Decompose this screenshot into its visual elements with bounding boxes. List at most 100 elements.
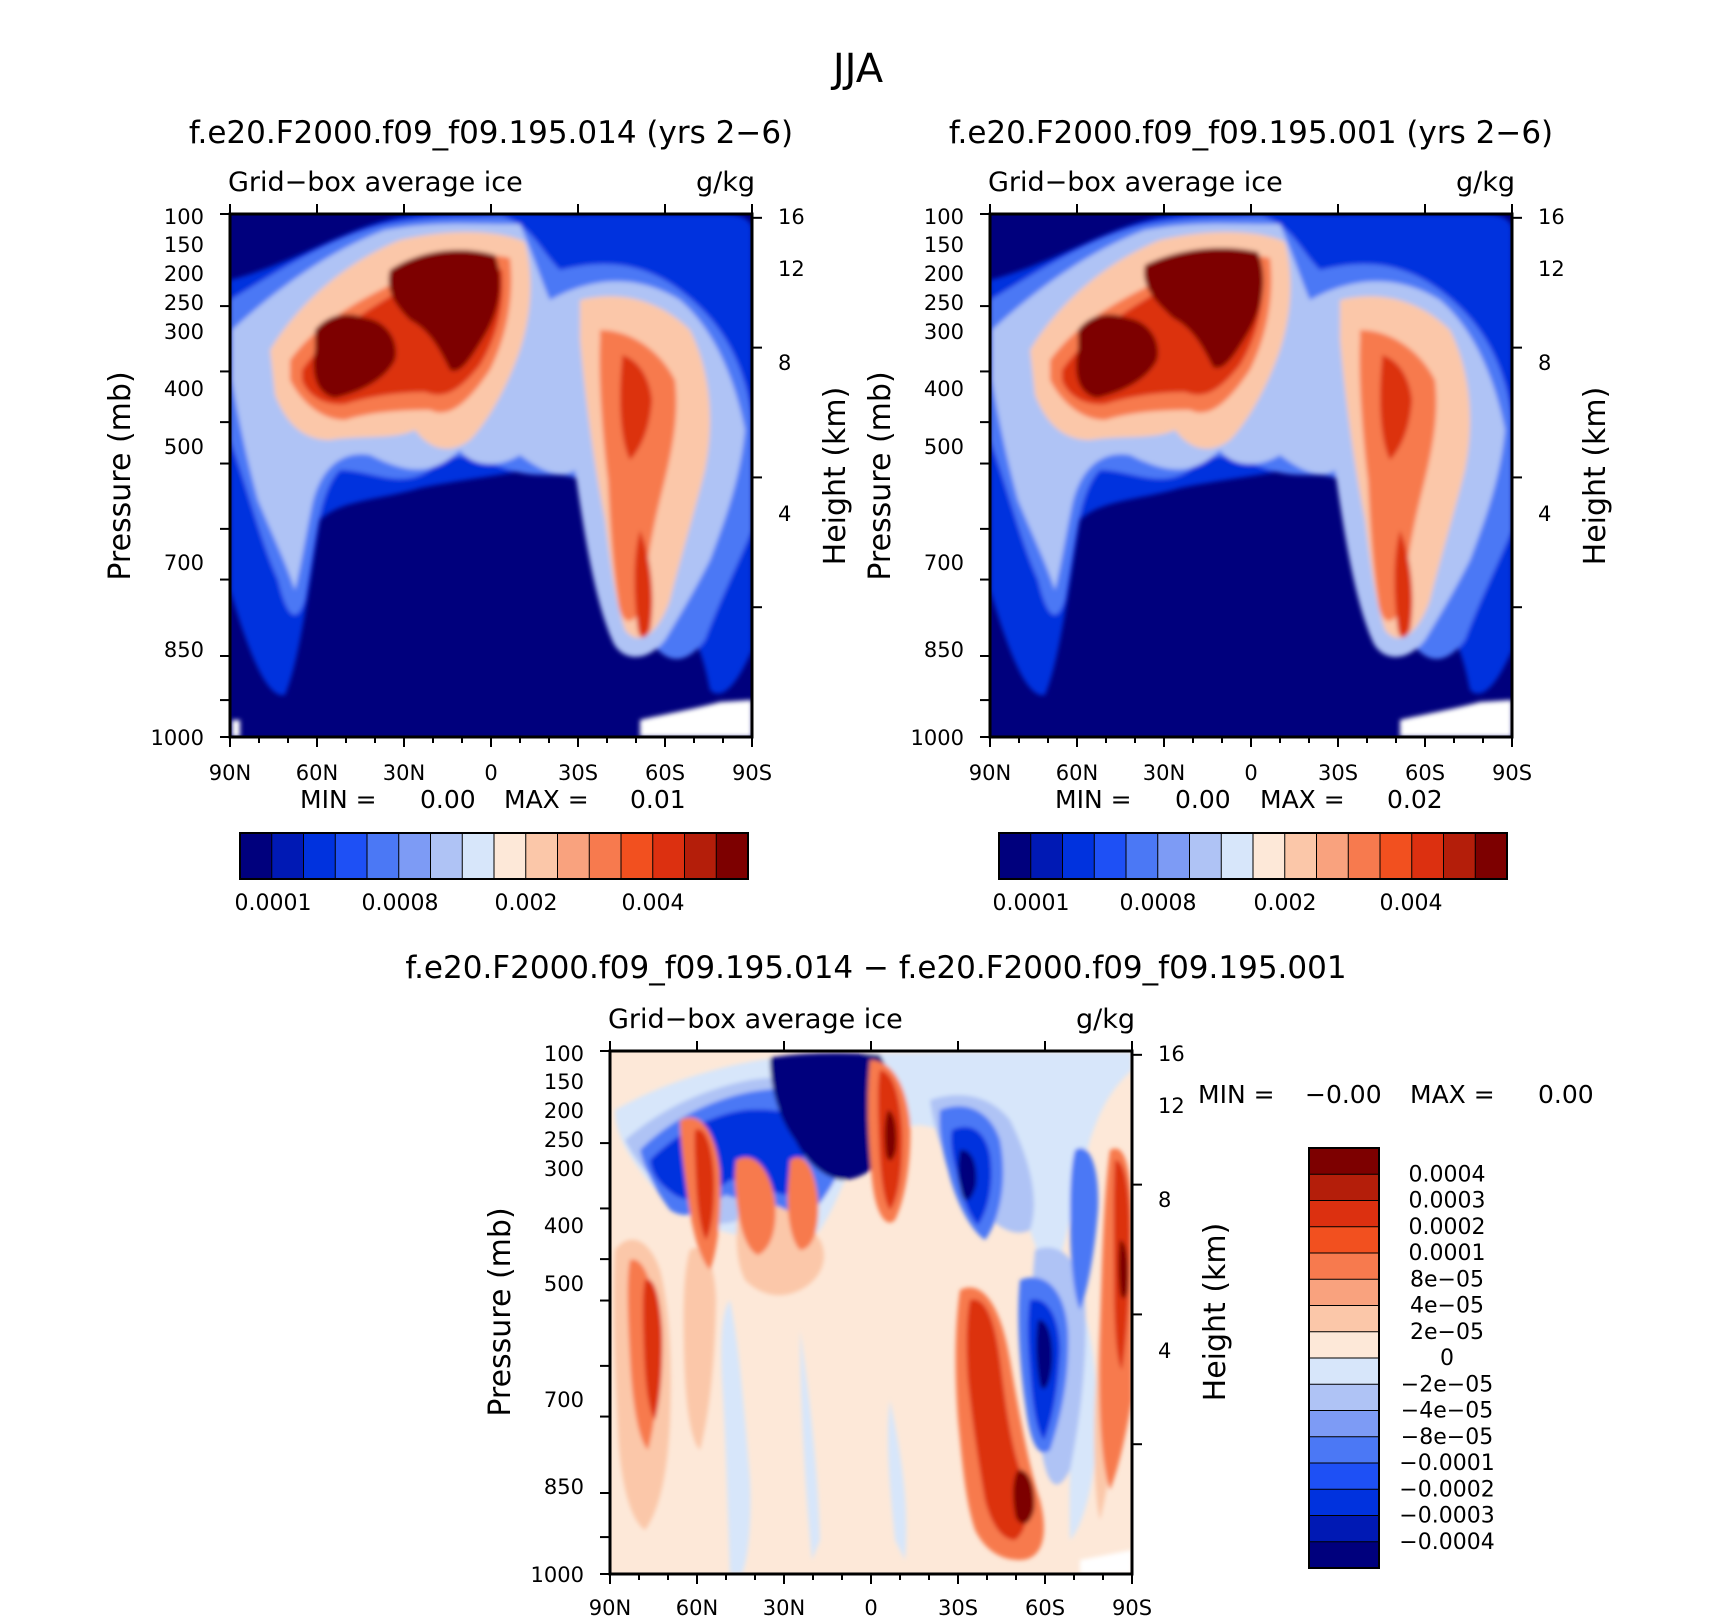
panel-2-min-value: 0.00 [1175, 785, 1231, 814]
panel-3-title: f.e20.F2000.f09_f09.195.014 − f.e20.F200… [405, 950, 1346, 986]
pressure-tick-label: 850 [924, 638, 964, 662]
panel-2-ylabel-left: Pressure (mb) [863, 371, 898, 580]
colorbar-label: 0.0001 [1409, 1241, 1486, 1266]
colorbar-swatch [1308, 1305, 1380, 1333]
panel-2-contour-field [990, 214, 1512, 737]
panel-3-min-label: MIN = [1198, 1080, 1275, 1109]
colorbar-swatch [303, 832, 337, 880]
lat-tick-label: 0 [1244, 761, 1257, 785]
panel-1-units: g/kg [696, 167, 755, 198]
panel-2-lat-axis: 90N 60N 30N 0 30S 60S 90S [969, 761, 1532, 785]
colorbar-swatch [1308, 1226, 1380, 1254]
colorbar-swatch [684, 832, 718, 880]
pressure-tick-label: 400 [544, 1214, 584, 1238]
colorbar-swatch [398, 832, 432, 880]
pressure-tick-label: 200 [544, 1099, 584, 1123]
colorbar-swatch [1308, 1173, 1380, 1202]
colorbar-label: 0.002 [1254, 891, 1317, 916]
colorbar-label: 0 [1440, 1346, 1454, 1371]
lat-tick-label: 90N [969, 761, 1011, 785]
colorbar-label: 8e−05 [1410, 1267, 1484, 1292]
pressure-tick-label: 500 [924, 435, 964, 459]
pressure-tick-label: 1000 [531, 1563, 584, 1587]
colorbar-label: −0.0004 [1399, 1530, 1494, 1555]
lat-tick-label: 60S [645, 761, 685, 785]
panel-2-max-value: 0.02 [1387, 785, 1443, 814]
panel-1-max-label: MAX = [504, 785, 589, 814]
pressure-tick-label: 500 [544, 1272, 584, 1296]
pressure-tick-label: 1000 [151, 726, 204, 750]
panel-2-min-label: MIN = [1055, 785, 1132, 814]
colorbar-swatch [1411, 832, 1445, 880]
colorbar-label: 0.0004 [1409, 1162, 1486, 1187]
pressure-tick-label: 100 [164, 205, 204, 229]
colorbar-swatch [430, 832, 464, 880]
colorbar-label: −0.0001 [1399, 1451, 1494, 1476]
panel-1-pressure-axis: 100 150 200 250 300 400 500 700 850 1000 [151, 205, 204, 750]
lat-tick-label: 30S [558, 761, 598, 785]
lat-tick-label: 60N [676, 1596, 718, 1616]
colorbar-swatch [1308, 1410, 1380, 1438]
pressure-tick-label: 100 [544, 1042, 584, 1066]
colorbar-swatch [1308, 1331, 1380, 1359]
lat-tick-label: 0 [484, 761, 497, 785]
pressure-tick-label: 200 [924, 262, 964, 286]
colorbar-label: −0.0002 [1399, 1477, 1494, 1502]
colorbar-swatch [1316, 832, 1350, 880]
pressure-tick-label: 250 [544, 1128, 584, 1152]
colorbar-swatch [525, 832, 559, 880]
panel-3-height-axis: 16 12 8 4 [1158, 1042, 1185, 1363]
panel-3-ylabel-right: Height (km) [1198, 1223, 1233, 1402]
colorbar-label: 0.004 [622, 891, 685, 916]
lat-tick-label: 90N [209, 761, 251, 785]
panel-1-contour-field [230, 214, 752, 737]
colorbar-frame [998, 832, 1508, 880]
colorbar-label: 0.0001 [235, 891, 312, 916]
panel-3-pressure-axis: 100 150 200 250 300 400 500 700 850 1000 [531, 1042, 584, 1587]
height-tick-label: 4 [1158, 1339, 1171, 1363]
panel-3-lat-axis: 90N 60N 30N 0 30S 60S 90S [589, 1596, 1152, 1616]
panel-2-axes: 100 150 200 250 300 400 500 700 850 1000… [863, 205, 1613, 785]
panel-3-minmax: MIN = −0.00 MAX = 0.00 [1198, 1080, 1594, 1109]
pressure-tick-label: 150 [924, 233, 964, 257]
colorbar-label: −0.0003 [1399, 1504, 1494, 1529]
lat-tick-label: 30N [763, 1596, 805, 1616]
panel-1-max-value: 0.01 [630, 785, 686, 814]
colorbar-swatch [1308, 1383, 1380, 1412]
panel-1-variable: Grid−box average ice [228, 167, 523, 198]
pressure-tick-label: 200 [164, 262, 204, 286]
colorbar-swatch [1093, 832, 1127, 880]
lat-tick-label: 90S [732, 761, 772, 785]
colorbar-label: 0.0002 [1409, 1215, 1486, 1240]
panel-3-min-value: −0.00 [1305, 1080, 1382, 1109]
pressure-tick-label: 400 [924, 377, 964, 401]
panel-1-lat-axis: 90N 60N 30N 0 30S 60S 90S [209, 761, 772, 785]
panel-1-height-axis: 16 12 8 4 [778, 205, 805, 526]
colorbar-label: 0.0003 [1409, 1189, 1486, 1214]
colorbar-swatch [1125, 832, 1159, 880]
colorbar-swatch [1474, 832, 1508, 880]
colorbar-label: 0.004 [1380, 891, 1443, 916]
lat-tick-label: 60N [296, 761, 338, 785]
lat-tick-label: 30S [1318, 761, 1358, 785]
height-tick-label: 16 [1538, 205, 1565, 229]
height-tick-label: 4 [778, 502, 791, 526]
height-tick-label: 8 [1538, 351, 1551, 375]
panel-2-max-label: MAX = [1260, 785, 1345, 814]
figure-title: JJA [830, 46, 884, 92]
colorbar-swatch [652, 832, 686, 880]
pressure-tick-label: 300 [164, 320, 204, 344]
colorbar-label: 0.0008 [362, 891, 439, 916]
height-tick-label: 8 [1158, 1188, 1171, 1212]
colorbar-swatch [1308, 1541, 1380, 1569]
panel-2-minmax: MIN = 0.00 MAX = 0.02 [1055, 785, 1443, 814]
panel-1-colorbar: 0.0001 0.0008 0.002 0.004 [235, 891, 685, 916]
colorbar-swatch [1308, 1357, 1380, 1386]
colorbar-swatch [620, 832, 654, 880]
colorbar-swatch [493, 832, 527, 880]
colorbar-swatch [1443, 832, 1477, 880]
colorbar-swatch [1379, 832, 1413, 880]
pressure-tick-label: 150 [544, 1070, 584, 1094]
colorbar-swatch [715, 832, 749, 880]
colorbar-swatch [1189, 832, 1223, 880]
